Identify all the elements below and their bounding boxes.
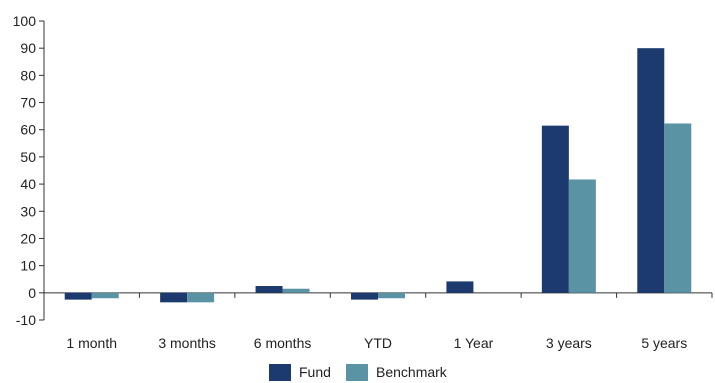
y-tick-label: 20 <box>20 230 36 246</box>
bar-benchmark-5 <box>568 179 596 293</box>
bar-fund-6 <box>637 48 665 293</box>
y-tick-label: -10 <box>16 312 36 328</box>
legend-label-fund: Fund <box>299 364 331 380</box>
bar-fund-1 <box>160 292 188 303</box>
y-tick-label: 30 <box>20 203 36 219</box>
y-tick-label: 100 <box>13 13 37 29</box>
x-tick-label: YTD <box>364 335 392 351</box>
y-tick-label: 50 <box>20 149 36 165</box>
bar-benchmark-0 <box>91 292 119 299</box>
legend: Fund Benchmark <box>269 364 448 381</box>
bar-benchmark-6 <box>664 123 692 293</box>
bar-benchmark-1 <box>187 292 215 303</box>
x-tick-label: 1 month <box>66 335 117 351</box>
y-tick-label: 10 <box>20 258 36 274</box>
x-tick-label: 5 years <box>641 335 687 351</box>
x-tick-label: 3 years <box>546 335 592 351</box>
bar-fund-3 <box>351 292 378 300</box>
y-tick-label: 70 <box>20 95 36 111</box>
bars <box>64 48 692 303</box>
bar-fund-5 <box>541 125 569 293</box>
y-tick-label: 80 <box>20 67 36 83</box>
x-tick-label: 1 Year <box>454 335 494 351</box>
x-tick-label: 6 months <box>254 335 312 351</box>
y-tick-label: 90 <box>20 40 36 56</box>
x-tick-label: 3 months <box>158 335 216 351</box>
y-tick-label: 0 <box>28 285 36 301</box>
legend-label-benchmark: Benchmark <box>376 364 448 380</box>
legend-swatch-benchmark <box>346 364 368 381</box>
bar-fund-0 <box>64 292 92 300</box>
category-labels: 1 month 3 months 6 months YTD 1 Year 3 years 5… <box>66 335 687 351</box>
y-tick-label: 60 <box>20 122 36 138</box>
bar-fund-4 <box>446 281 474 293</box>
y-axis: -10 0 10 20 30 40 50 60 70 80 90 100 <box>13 13 45 328</box>
bar-benchmark-2 <box>282 288 310 293</box>
bar-benchmark-3 <box>378 292 405 299</box>
bar-fund-2 <box>255 286 283 293</box>
legend-swatch-fund <box>269 364 291 381</box>
y-tick-label: 40 <box>20 176 36 192</box>
